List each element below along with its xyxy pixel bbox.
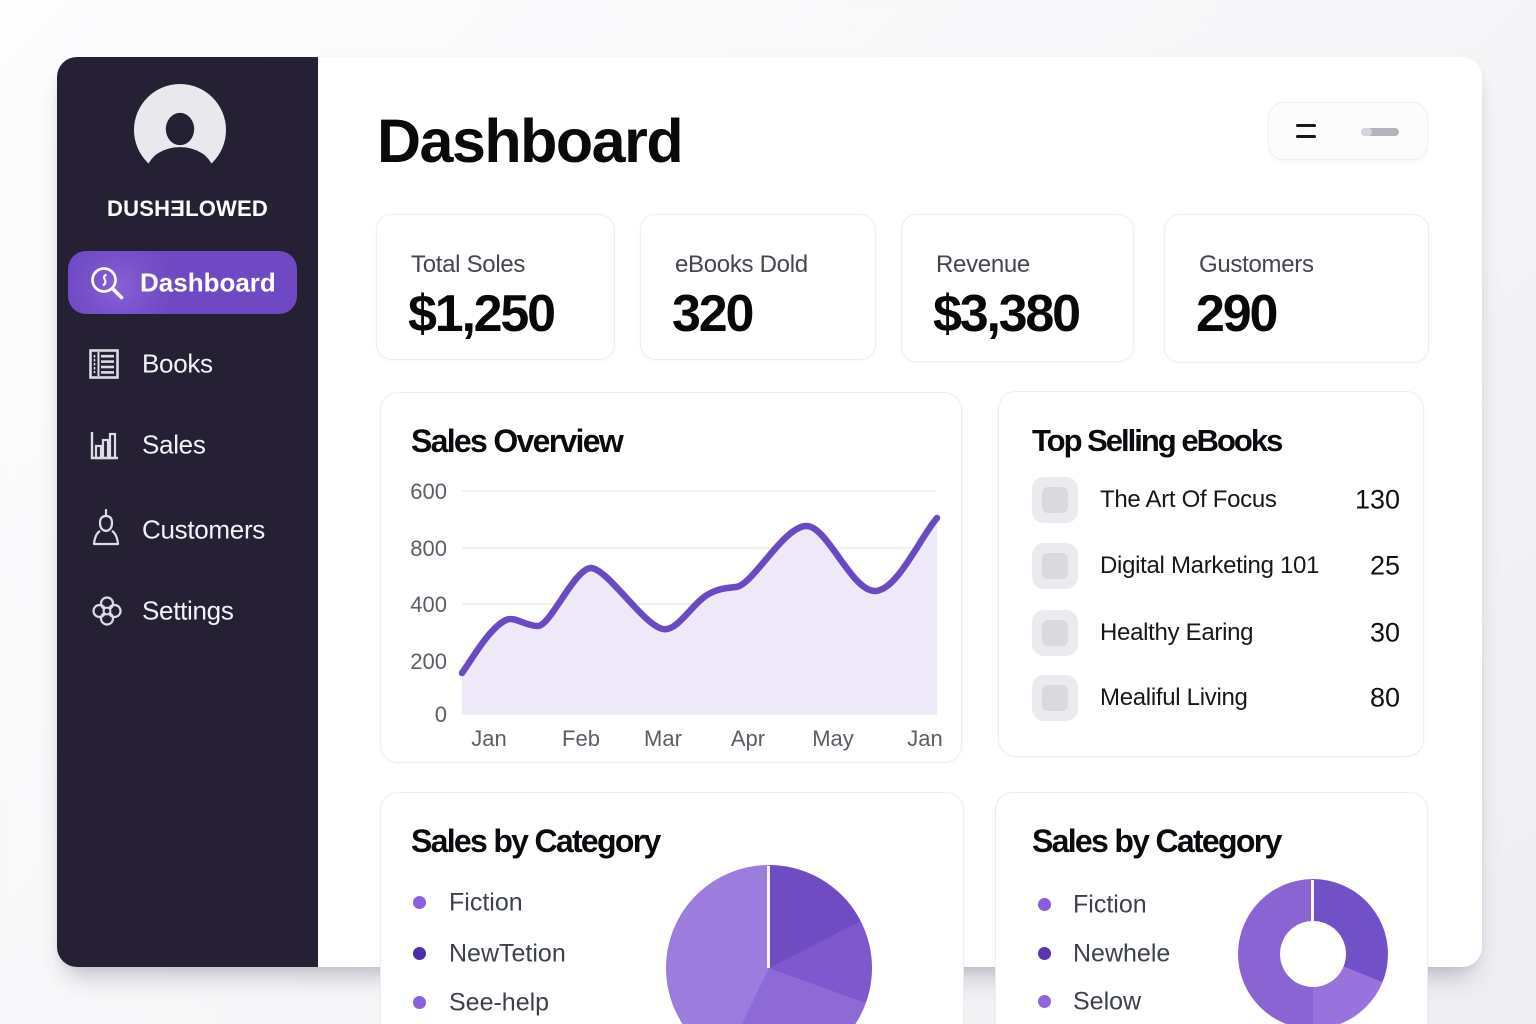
- svg-text:0: 0: [435, 702, 447, 727]
- svg-text:Mar: Mar: [644, 726, 682, 751]
- svg-text:Jan: Jan: [471, 726, 506, 751]
- svg-text:800: 800: [410, 536, 447, 561]
- svg-text:May: May: [812, 726, 854, 751]
- svg-text:Apr: Apr: [731, 726, 765, 751]
- svg-text:600: 600: [410, 479, 447, 504]
- svg-text:Feb: Feb: [562, 726, 600, 751]
- svg-text:400: 400: [410, 592, 447, 617]
- svg-text:Jan: Jan: [907, 726, 942, 751]
- svg-text:200: 200: [410, 649, 447, 674]
